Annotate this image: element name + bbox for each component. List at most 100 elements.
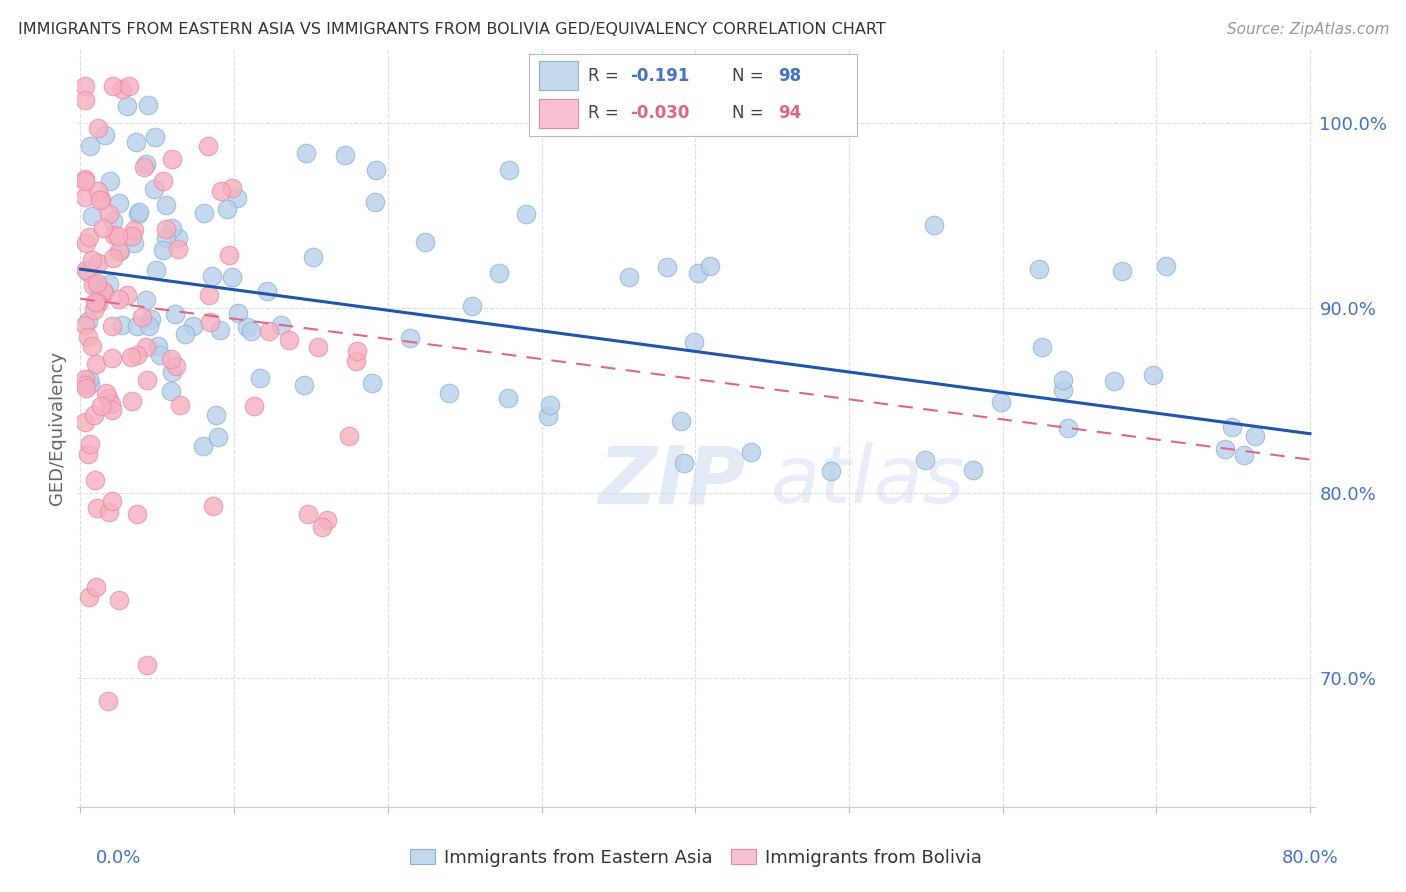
Point	[669, 415, 692, 429]
Point	[1028, 262, 1050, 277]
Point	[89, 399, 111, 413]
Point	[197, 138, 219, 153]
Point	[79, 437, 101, 451]
Point	[94, 128, 117, 143]
Point	[1111, 264, 1133, 278]
Point	[87, 279, 110, 293]
Point	[922, 218, 945, 232]
Point	[107, 244, 129, 259]
Point	[617, 269, 640, 284]
Point	[101, 251, 124, 265]
Point	[515, 207, 537, 221]
Point	[160, 152, 183, 166]
Point	[111, 82, 134, 96]
Point	[96, 386, 118, 401]
Point	[165, 307, 187, 321]
Point	[73, 172, 96, 186]
Point	[218, 248, 240, 262]
Point	[115, 288, 138, 302]
Point	[107, 228, 129, 243]
Point	[209, 184, 232, 198]
Point	[101, 318, 124, 333]
Point	[538, 398, 561, 412]
Point	[307, 340, 329, 354]
Point	[132, 161, 155, 175]
Point	[249, 371, 271, 385]
Point	[364, 195, 387, 210]
Point	[160, 384, 183, 398]
Point	[101, 403, 124, 417]
Point	[108, 196, 131, 211]
Point	[75, 381, 97, 395]
Point	[108, 244, 131, 259]
Point	[91, 220, 114, 235]
Point	[136, 97, 159, 112]
Point	[122, 223, 145, 237]
Point	[297, 507, 319, 521]
Point	[1142, 368, 1164, 382]
Point	[111, 318, 134, 332]
Point	[202, 499, 225, 513]
Point	[256, 284, 278, 298]
Point	[84, 296, 107, 310]
Point	[79, 377, 101, 392]
Point	[688, 266, 710, 280]
Point	[83, 295, 105, 310]
Point	[149, 348, 172, 362]
Point	[83, 408, 105, 422]
Point	[118, 78, 141, 93]
Point	[295, 146, 318, 161]
Point	[97, 391, 120, 405]
Point	[141, 312, 163, 326]
Point	[167, 231, 190, 245]
Point	[488, 266, 510, 280]
Point	[100, 397, 122, 411]
Point	[221, 181, 243, 195]
Point	[87, 184, 110, 198]
Point	[98, 505, 121, 519]
Point	[437, 385, 460, 400]
Text: 0.0%: 0.0%	[96, 849, 141, 867]
Text: Source: ZipAtlas.com: Source: ZipAtlas.com	[1226, 22, 1389, 37]
Y-axis label: GED/Equivalency: GED/Equivalency	[48, 351, 66, 505]
Point	[103, 228, 125, 243]
Point	[335, 148, 357, 162]
Point	[121, 228, 143, 243]
Point	[1215, 442, 1237, 457]
Point	[360, 376, 382, 390]
Point	[76, 330, 98, 344]
Point	[98, 207, 121, 221]
Point	[143, 182, 166, 196]
Point	[73, 174, 96, 188]
Point	[73, 93, 96, 107]
Point	[169, 398, 191, 412]
Point	[174, 326, 197, 341]
Point	[302, 250, 325, 264]
Point	[97, 277, 120, 291]
Point	[73, 372, 96, 386]
Point	[135, 373, 157, 387]
Point	[122, 236, 145, 251]
Point	[257, 324, 280, 338]
Point	[125, 507, 148, 521]
Point	[292, 378, 315, 392]
Point	[225, 191, 247, 205]
Point	[121, 393, 143, 408]
Point	[135, 340, 157, 354]
Point	[91, 285, 114, 299]
Point	[107, 292, 129, 306]
Point	[101, 351, 124, 366]
Point	[215, 202, 238, 217]
Point	[155, 198, 177, 212]
Point	[1031, 340, 1053, 354]
Point	[82, 277, 104, 292]
Point	[155, 221, 177, 235]
Point	[98, 174, 121, 188]
Point	[1156, 259, 1178, 273]
Point	[166, 243, 188, 257]
Text: 80.0%: 80.0%	[1282, 849, 1339, 867]
Point	[221, 270, 243, 285]
Text: ZIP: ZIP	[598, 442, 745, 520]
Point	[79, 139, 101, 153]
Point	[77, 372, 100, 386]
